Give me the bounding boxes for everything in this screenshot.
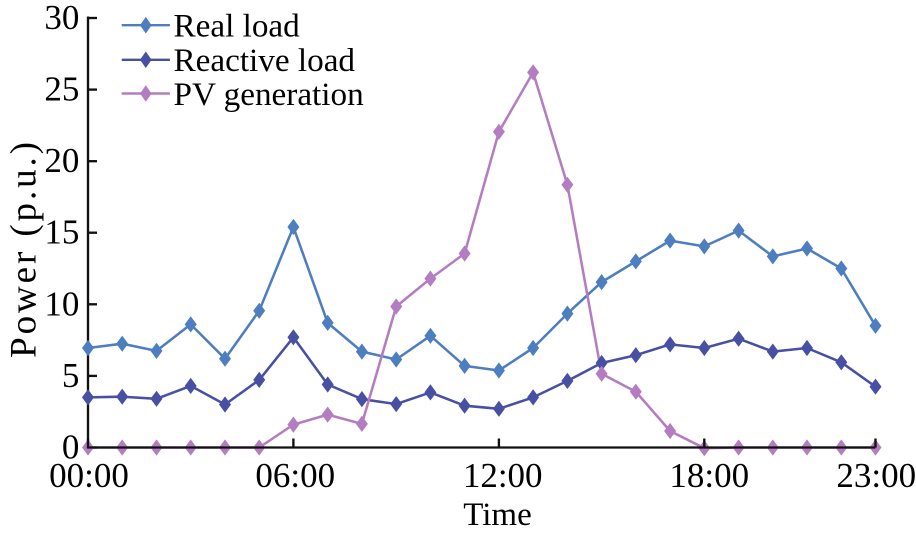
svg-text:Power (p.u.): Power (p.u.) <box>4 139 45 358</box>
svg-text:PV generation: PV generation <box>174 76 365 113</box>
svg-text:5: 5 <box>62 356 80 395</box>
svg-text:Reactive load: Reactive load <box>174 42 356 79</box>
svg-text:12:00: 12:00 <box>463 456 543 495</box>
svg-text:10: 10 <box>44 284 79 323</box>
svg-text:Time: Time <box>463 497 531 533</box>
svg-text:06:00: 06:00 <box>255 456 335 495</box>
svg-text:18:00: 18:00 <box>669 456 749 495</box>
svg-text:0: 0 <box>62 428 80 467</box>
svg-text:Real load: Real load <box>174 8 301 45</box>
svg-text:23:00: 23:00 <box>836 456 916 495</box>
svg-text:15: 15 <box>44 213 79 252</box>
svg-text:30: 30 <box>44 0 79 37</box>
svg-text:20: 20 <box>44 141 79 180</box>
svg-text:25: 25 <box>44 70 79 109</box>
svg-text:00:00: 00:00 <box>49 456 129 495</box>
